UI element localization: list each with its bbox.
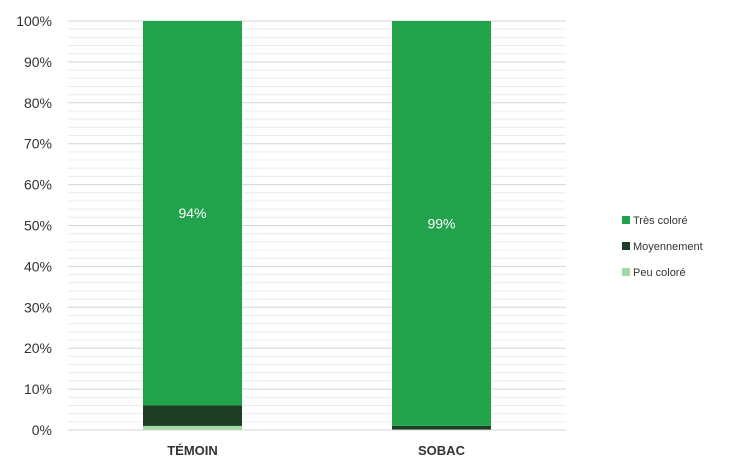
y-tick-label: 0% [32,422,52,438]
bars [143,21,491,430]
y-tick-label: 80% [24,95,52,111]
legend-swatch-peu-colore [622,268,630,276]
x-axis: TÉMOIN SOBAC [68,429,566,457]
y-tick-label: 30% [24,299,52,315]
y-tick-label: 90% [24,54,52,70]
y-tick-label: 40% [24,258,52,274]
data-labels: 94% 99% [178,205,455,231]
x-category-label: SOBAC [418,443,466,457]
legend: Très coloré Moyennement Peu coloré [622,215,703,279]
gridlines [68,20,566,431]
legend-label: Moyennement [633,241,703,253]
x-category-label: TÉMOIN [167,443,218,457]
bar-temoin-tres-colore [143,21,242,406]
bar-sobac-moyennement [392,425,491,430]
y-tick-label: 20% [24,340,52,356]
data-label: 99% [427,215,455,231]
legend-label: Peu coloré [633,267,686,279]
y-tick-label: 50% [24,218,52,234]
legend-swatch-moyennement [622,242,630,250]
y-axis: 0% 10% 20% 30% 40% 50% 60% 70% 80% 90% 100% [16,13,52,438]
legend-label: Très coloré [633,215,688,227]
y-tick-label: 10% [24,381,52,397]
data-label: 94% [178,205,206,221]
bar-sobac-tres-colore [392,21,491,426]
legend-swatch-tres-colore [622,216,630,224]
y-tick-label: 60% [24,177,52,193]
y-tick-label: 70% [24,136,52,152]
y-tick-label: 100% [16,13,52,29]
bar-temoin-peu-colore [143,425,242,430]
bar-temoin-moyennement [143,405,242,426]
